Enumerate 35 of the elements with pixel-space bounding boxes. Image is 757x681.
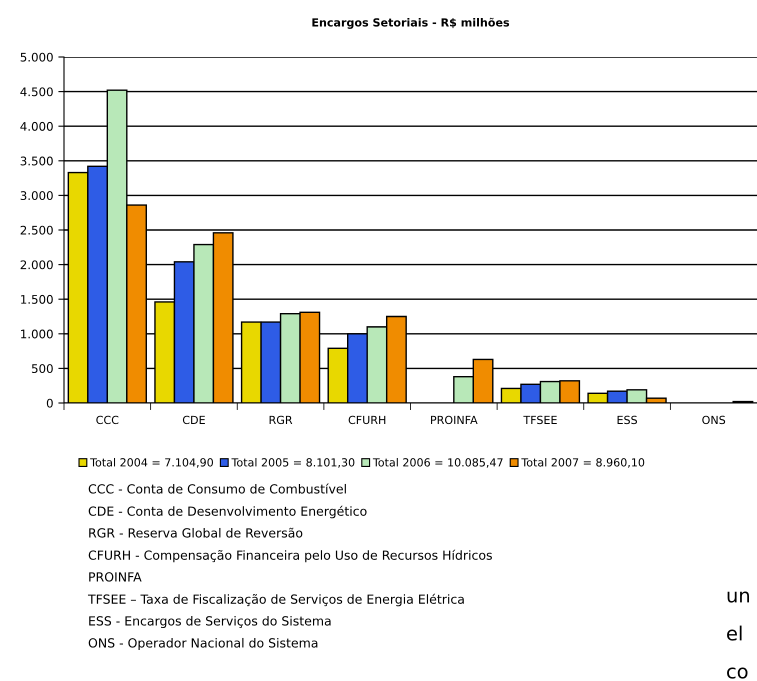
x-tick-label: CCC xyxy=(96,416,118,424)
y-tick-label: 5.000 xyxy=(20,52,53,62)
text: CFURH - Compensação Financeira pelo Uso de Recursos Hídricos xyxy=(88,550,492,562)
y-tick-label: 1.500 xyxy=(21,294,53,304)
x-tick-label: CDE xyxy=(182,416,205,424)
y-tick-label: 500 xyxy=(32,364,53,374)
legend-label: Total 2006 = 10.085,47 xyxy=(372,458,503,468)
x-tick-label: TFSEE xyxy=(523,416,557,424)
y-tick-label: 1.000 xyxy=(21,330,53,338)
text: PROINFA xyxy=(89,572,142,582)
y-tick-label: 3.500 xyxy=(20,156,53,166)
y-tick-label: 2.000 xyxy=(20,260,53,270)
chart-title: Encargos Setoriais - R$ milhões xyxy=(312,18,510,29)
y-tick-label: 3.000 xyxy=(20,191,53,200)
y-tick-label: 0 xyxy=(46,398,53,408)
y-tick-label: 4.500 xyxy=(20,87,53,96)
text: RGR - Reserva Global de Reversão xyxy=(89,528,302,538)
text: el xyxy=(727,626,742,641)
text: CCC - Conta de Consumo de Combustível xyxy=(88,483,346,494)
text: ESS - Encargos de Serviços do Sistema xyxy=(89,616,331,628)
x-tick-label: RGR xyxy=(270,416,292,424)
text: TFSEE – Taxa de Fiscalização de Serviços de Energia Elétrica xyxy=(88,594,464,606)
text: ONS - Operador Nacional do Sistema xyxy=(88,638,318,650)
x-tick-label: CFURH xyxy=(348,416,386,424)
legend-label: Total 2004 = 7.104,90 xyxy=(90,458,213,468)
legend-label: Total 2007 = 8.960,10 xyxy=(521,458,644,468)
text: CDE - Conta de Desenvolvimento Energético xyxy=(88,506,367,518)
y-tick-label: 2.500 xyxy=(20,226,53,235)
y-tick-label: 4.000 xyxy=(20,122,53,131)
text: un xyxy=(728,591,749,603)
x-tick-label: ESS xyxy=(618,416,638,424)
x-tick-label: ONS xyxy=(702,416,726,424)
text: co xyxy=(727,667,748,679)
legend-label: Total 2005 = 8.101,30 xyxy=(231,458,354,468)
x-tick-label: PROINFA xyxy=(431,416,478,424)
